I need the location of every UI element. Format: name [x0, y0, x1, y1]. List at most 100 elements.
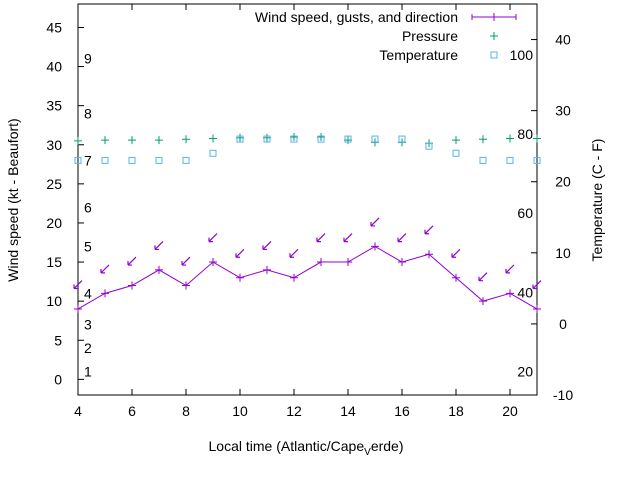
- pressure-point: [155, 136, 163, 145]
- legend: Wind speed, gusts, and direction Pressur…: [255, 9, 517, 63]
- wind-speed-point: [209, 258, 217, 267]
- x-tick-label: 8: [182, 403, 190, 419]
- wind-speed-point: [452, 273, 460, 282]
- temperature-point: [317, 135, 325, 143]
- temperature-point: [533, 156, 541, 164]
- y2-tick-label: 20: [555, 174, 571, 190]
- y-tick-label: 0: [54, 371, 62, 387]
- y-tick-label: 35: [46, 98, 62, 114]
- beaufort-label: 5: [84, 238, 92, 254]
- temperature-point: [479, 156, 487, 164]
- wind-speed-point: [182, 281, 190, 290]
- x-tick-label: 14: [340, 403, 356, 419]
- legend-label-temperature: Temperature: [379, 47, 458, 63]
- y-tick-label: 25: [46, 176, 62, 192]
- wind-speed-point: [236, 273, 244, 282]
- wind-speed-point: [101, 289, 109, 298]
- y2-tick-label: 30: [555, 103, 571, 119]
- wind-speed-point: [425, 250, 433, 259]
- wind-speed-point: [371, 242, 379, 251]
- x-tick-label: 10: [232, 403, 248, 419]
- wind-gust-arrow: [451, 248, 461, 258]
- legend-label-pressure: Pressure: [402, 28, 458, 44]
- beaufort-label: 4: [84, 285, 92, 301]
- plot-area-border: [77, 3, 538, 396]
- temperature-point: [425, 142, 433, 150]
- y-tick-label: 30: [46, 137, 62, 153]
- y-tick-label: 40: [46, 59, 62, 75]
- temperature-point: [209, 149, 217, 157]
- pressure-point: [506, 134, 514, 143]
- pressure-point: [182, 135, 190, 144]
- beaufort-label: 9: [84, 51, 92, 67]
- x-tick-label: 12: [286, 403, 302, 419]
- wind-gust-arrow: [343, 233, 353, 243]
- wind-gust-arrow: [235, 248, 245, 258]
- wind-gust-arrow: [73, 280, 83, 290]
- wind-speed-point: [263, 265, 271, 274]
- fahrenheit-label: 20: [517, 364, 533, 380]
- wind-gust-arrow: [100, 264, 110, 274]
- pressure-point: [533, 134, 541, 143]
- tick-layer: [77, 4, 537, 396]
- temperature-point: [128, 156, 136, 164]
- legend-key-pressure: [490, 32, 498, 40]
- temperature-point: [371, 135, 379, 143]
- temperature-point: [236, 135, 244, 143]
- legend-key-temperature: [490, 51, 498, 59]
- wind-speed-point: [479, 297, 487, 306]
- wind-gust-arrow: [397, 233, 407, 243]
- wind-speed-point: [290, 273, 298, 282]
- pressure-point: [128, 136, 136, 145]
- x-tick-label: 6: [128, 403, 136, 419]
- temperature-point: [101, 156, 109, 164]
- temperature-point: [74, 156, 82, 164]
- wind-gust-arrow: [478, 272, 488, 282]
- wind-speed-point: [74, 304, 82, 313]
- fahrenheit-label: 60: [517, 205, 533, 221]
- pressure-point: [101, 136, 109, 145]
- x-tick-label: 16: [394, 403, 410, 419]
- pressure-point: [479, 135, 487, 144]
- wind-speed-point: [155, 265, 163, 274]
- fahrenheit-label: 80: [517, 126, 533, 142]
- fahrenheit-label: 100: [510, 47, 534, 63]
- temperature-point: [452, 149, 460, 157]
- series-layer: [73, 132, 542, 313]
- wind-gust-arrow: [316, 233, 326, 243]
- temperature-point: [398, 135, 406, 143]
- beaufort-label: 8: [84, 105, 92, 121]
- wind-speed-point: [344, 258, 352, 267]
- fahrenheit-label: 40: [517, 285, 533, 301]
- wind-gust-arrow: [262, 240, 272, 251]
- wind-gust-arrow: [127, 256, 137, 266]
- legend-key-wind: [471, 13, 517, 21]
- legend-label-wind: Wind speed, gusts, and direction: [255, 9, 458, 25]
- pressure-point: [209, 134, 217, 143]
- wind-gust-arrow: [505, 264, 515, 274]
- y2-tick-label: 40: [555, 32, 571, 48]
- beaufort-label: 2: [84, 340, 92, 356]
- temperature-point: [182, 156, 190, 164]
- temperature-point: [263, 135, 271, 143]
- temperature-point: [155, 156, 163, 164]
- wind-speed-line: [77, 245, 538, 310]
- wind-gust-arrow: [208, 233, 218, 243]
- tick-label-layer: 4 6 8 10 12 14 16 18 20051015202530354045-100102…: [46, 19, 573, 419]
- wind-speed-point: [506, 289, 514, 298]
- x-tick-label: 20: [502, 403, 518, 419]
- wind-gust-arrow: [424, 225, 434, 235]
- y2-tick-label: 0: [559, 316, 567, 332]
- temperature-point: [506, 156, 514, 164]
- wind-gust-arrow: [370, 217, 380, 227]
- y-tick-label: 15: [46, 254, 62, 270]
- y2-tick-label: -10: [553, 387, 573, 403]
- wind-speed-point: [317, 258, 325, 267]
- y2-axis-label: Temperature (C - F): [589, 139, 605, 262]
- y-tick-label: 5: [54, 332, 62, 348]
- beaufort-label: 1: [84, 364, 92, 380]
- y2-tick-label: 10: [555, 245, 571, 261]
- beaufort-label: 7: [84, 152, 92, 168]
- beaufort-label: 3: [84, 317, 92, 333]
